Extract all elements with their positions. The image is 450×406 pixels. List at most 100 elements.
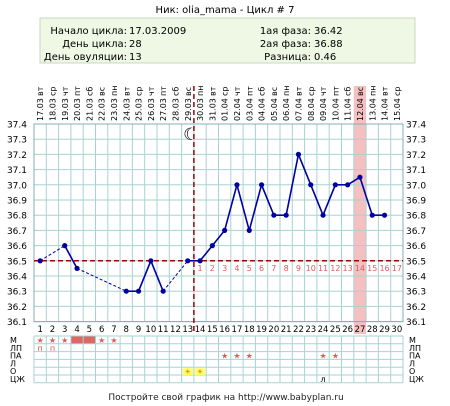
- temperature-point: [369, 212, 375, 218]
- temperature-segment: [322, 184, 337, 216]
- weekday-label: сб: [344, 87, 353, 96]
- weekday-label: вт: [294, 86, 303, 96]
- weekday-label: пн: [110, 86, 119, 96]
- date-label: 25.03: [135, 98, 144, 121]
- temperature-segment: [150, 260, 164, 292]
- marker-row-label-right: ПА: [409, 352, 421, 361]
- y-tick-label-left: 36.8: [7, 212, 27, 222]
- day-number: 8: [124, 325, 129, 335]
- y-tick-label-right: 36.7: [406, 227, 426, 237]
- ovulation-day-label: День овуляции:: [44, 52, 127, 63]
- date-label: 11.04: [344, 98, 353, 121]
- l-mark: л: [320, 375, 325, 384]
- day-number: 13: [182, 325, 193, 335]
- temperature-point: [246, 227, 252, 233]
- day-number: 4: [74, 325, 79, 335]
- temperature-point: [320, 212, 326, 218]
- date-label: 22.03: [98, 98, 107, 121]
- p-mark: п: [50, 344, 55, 353]
- date-label: 17.03: [36, 98, 45, 121]
- day-number: 5: [87, 325, 92, 335]
- temperature-segment: [162, 260, 189, 292]
- post-ovulation-day-number: 16: [379, 264, 389, 273]
- temperature-point: [258, 182, 265, 188]
- post-ovulation-day-number: 17: [392, 264, 402, 273]
- weekday-label: сб: [258, 87, 267, 96]
- day-number: 15: [207, 325, 218, 335]
- temperature-point: [345, 182, 351, 188]
- star-mark: ★: [246, 352, 253, 361]
- phase1-label: 1ая фаза:: [260, 26, 311, 37]
- temperature-point: [283, 212, 289, 218]
- weekday-label: пт: [73, 86, 82, 96]
- temperature-segment: [297, 154, 312, 186]
- date-label: 19.03: [61, 98, 70, 121]
- star-mark: ★: [110, 336, 117, 345]
- date-label: 06.04: [282, 98, 291, 121]
- date-label: 18.03: [48, 98, 57, 121]
- temperature-point: [357, 174, 363, 180]
- marker-row-label-right: ЦЖ: [409, 375, 424, 384]
- weekday-label: пт: [331, 86, 340, 96]
- y-tick-label-right: 36.2: [406, 303, 426, 313]
- ovulation-day-value: 13: [129, 52, 142, 63]
- sun-icon: ☀: [185, 368, 191, 376]
- weekday-label: ср: [135, 87, 144, 96]
- post-ovulation-day-number: 7: [271, 264, 276, 273]
- temperature-segment: [285, 154, 300, 216]
- temperature-point: [308, 182, 314, 188]
- date-label: 13.04: [368, 98, 377, 121]
- star-mark: ★: [37, 336, 44, 345]
- y-tick-label-left: 36.9: [7, 197, 27, 207]
- weekday-label: ср: [307, 87, 316, 96]
- star-mark: ★: [233, 352, 240, 361]
- y-tick-label-right: 36.4: [406, 273, 426, 283]
- marker-row-label-left: ПА: [10, 352, 22, 361]
- y-tick-label-right: 37.1: [406, 166, 426, 176]
- post-ovulation-day-number: 3: [222, 264, 227, 273]
- sun-cell: [194, 368, 206, 375]
- phase1-value: 36.42: [314, 26, 343, 37]
- weekday-label: вс: [270, 87, 279, 96]
- weekday-label: вт: [36, 86, 45, 96]
- temperature-point: [234, 182, 240, 188]
- weekday-label: чт: [147, 86, 156, 96]
- day-number: 19: [256, 325, 267, 335]
- y-tick-label-right: 36.1: [406, 318, 426, 328]
- sun-cell: [182, 368, 193, 375]
- period-cell: [83, 336, 96, 344]
- temperature-point: [381, 212, 388, 218]
- star-mark: ★: [98, 336, 105, 345]
- y-tick-label-right: 36.6: [406, 242, 426, 252]
- date-label: 08.04: [307, 98, 316, 121]
- temperature-segment: [359, 176, 374, 216]
- weekday-label: вт: [208, 86, 217, 96]
- post-ovulation-day-number: 1: [198, 264, 203, 273]
- marker-row-label-right: Л: [409, 359, 415, 368]
- day-number: 28: [367, 325, 378, 335]
- day-number: 22: [293, 325, 304, 335]
- date-label: 15.04: [393, 98, 402, 121]
- y-tick-label-left: 36.3: [7, 288, 27, 298]
- y-tick-label-left: 36.6: [7, 242, 27, 252]
- post-ovulation-day-number: 10: [306, 264, 316, 273]
- post-ovulation-day-number: 2: [210, 264, 215, 273]
- y-tick-label-right: 36.8: [406, 212, 426, 222]
- temperature-point: [222, 227, 228, 233]
- post-ovulation-day-number: 14: [355, 264, 365, 273]
- post-ovulation-day-number: 8: [284, 264, 289, 273]
- day-number: 12: [170, 325, 181, 335]
- highlight-day-column: [353, 86, 367, 334]
- date-label: 20.03: [73, 98, 82, 121]
- day-number: 7: [111, 325, 116, 335]
- y-tick-label-left: 37.4: [7, 121, 27, 131]
- day-number: 23: [305, 325, 316, 335]
- phase2-value: 36.88: [314, 39, 343, 50]
- day-number: 25: [330, 325, 341, 335]
- post-ovulation-day-number: 15: [367, 264, 377, 273]
- post-ovulation-day-number: 13: [343, 264, 353, 273]
- weekday-label: вс: [184, 87, 193, 96]
- temperature-segment: [39, 245, 66, 262]
- day-number: 21: [281, 325, 292, 335]
